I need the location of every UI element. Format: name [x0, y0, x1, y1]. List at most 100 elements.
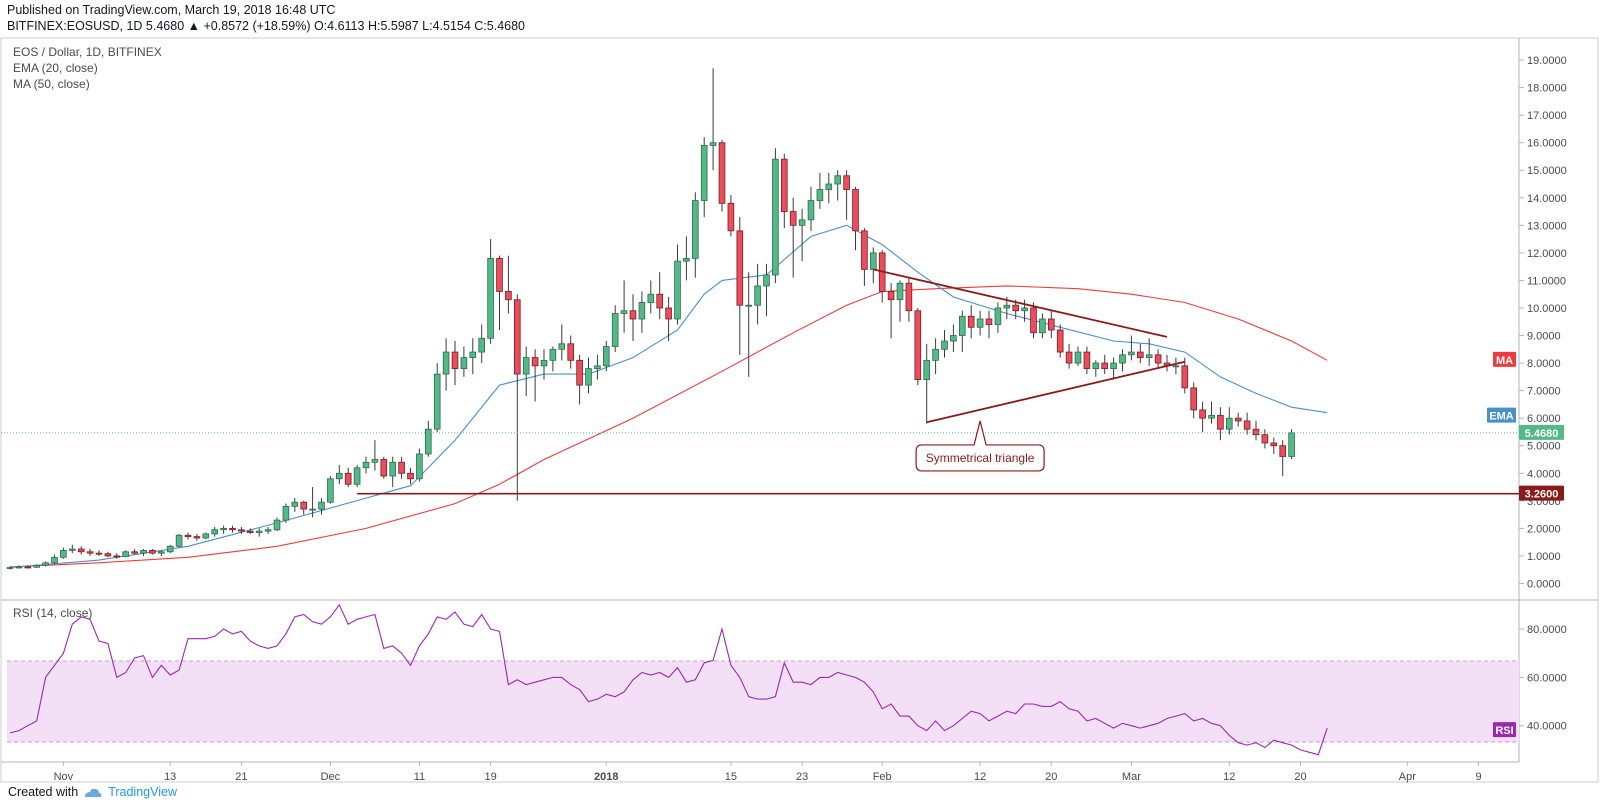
rsi-tag: RSI — [1495, 725, 1513, 737]
ma-tag: MA — [1496, 355, 1513, 367]
candle — [798, 208, 806, 262]
candle — [113, 553, 121, 559]
candle-body — [371, 459, 379, 463]
candle — [914, 307, 922, 386]
candle-body — [1048, 318, 1055, 331]
candle-body — [1181, 365, 1189, 389]
candle-body — [69, 548, 76, 551]
candle-body — [309, 508, 316, 511]
candle — [86, 549, 94, 556]
candle-body — [1065, 351, 1073, 364]
price-tick-label: 2.0000 — [1527, 523, 1561, 535]
candle-body — [976, 318, 984, 328]
candle-body — [754, 285, 761, 306]
price-tick-label: 5.0000 — [1527, 441, 1561, 453]
candle-body — [522, 357, 530, 375]
candle — [1128, 335, 1135, 361]
candle — [1092, 360, 1100, 377]
candle-body — [1190, 387, 1198, 411]
candle — [843, 170, 850, 220]
candle-body — [870, 252, 877, 270]
candle — [1279, 440, 1287, 477]
candle-body — [113, 555, 121, 558]
candle — [309, 487, 316, 518]
candle — [424, 420, 432, 457]
candle-body — [1003, 304, 1011, 309]
candle-body — [576, 359, 583, 386]
candle-body — [665, 307, 672, 320]
candle — [353, 465, 361, 488]
candle-body — [816, 189, 824, 201]
price-tick-label: 7.0000 — [1527, 386, 1561, 398]
candle — [611, 305, 619, 353]
rsi-tick-label: 60.0000 — [1527, 672, 1567, 684]
candle-body — [834, 175, 841, 185]
time-tick-label: 12 — [974, 771, 986, 783]
candle — [745, 272, 752, 377]
candle-body — [700, 145, 708, 201]
candle-body — [709, 142, 717, 146]
candle-body — [905, 282, 913, 312]
candle — [344, 467, 352, 488]
candle-body — [246, 530, 254, 533]
candle-body — [603, 346, 610, 367]
candle-body — [211, 529, 219, 535]
candle — [967, 305, 975, 339]
candle-body — [104, 553, 112, 557]
candle-body — [51, 556, 58, 564]
candle-body — [496, 257, 503, 292]
candle-body — [1234, 417, 1242, 422]
candle-body — [149, 550, 156, 554]
candle-body — [852, 189, 859, 232]
candle — [327, 476, 334, 504]
candle — [1145, 338, 1153, 366]
ma-50-line — [9, 285, 1328, 568]
candle-body — [344, 472, 352, 485]
candle — [1270, 437, 1278, 454]
candle-body — [24, 566, 32, 569]
candle — [683, 236, 690, 281]
candle — [505, 255, 512, 314]
candle — [647, 280, 655, 314]
candle — [6, 566, 14, 570]
candle — [638, 291, 646, 333]
footer-brand[interactable]: TradingView — [108, 785, 177, 799]
candle-body — [692, 200, 699, 259]
candle-body — [131, 551, 138, 554]
symbol-line: BITFINEX:EOSUSD, 1D 5.4680 ▲ +0.8572 (+1… — [7, 19, 526, 33]
candle-body — [442, 351, 450, 375]
candle — [959, 310, 966, 353]
candle-body — [1128, 351, 1135, 356]
candle — [514, 294, 521, 501]
candle — [603, 341, 610, 372]
candle — [95, 550, 103, 556]
candle-body — [238, 529, 245, 532]
candle-body — [1199, 409, 1206, 419]
candle — [754, 263, 761, 325]
candle — [896, 280, 904, 322]
rsi-tick-label: 80.0000 — [1527, 624, 1567, 636]
candle-body — [1056, 329, 1064, 353]
candle — [985, 310, 993, 339]
ema-tag: EMA — [1489, 411, 1514, 423]
candle-body — [300, 501, 307, 510]
candle-body — [789, 211, 797, 226]
candle-body — [202, 533, 210, 539]
candle — [1243, 412, 1251, 435]
candle — [1190, 382, 1198, 419]
candle — [1181, 357, 1189, 394]
candle — [718, 139, 726, 212]
candle — [923, 343, 930, 424]
candle — [1234, 412, 1242, 427]
candle — [140, 549, 147, 556]
candle — [585, 357, 592, 394]
candle-body — [389, 461, 396, 477]
candle — [932, 338, 939, 375]
price-tick-label: 11.0000 — [1527, 275, 1566, 287]
candle-body — [647, 293, 655, 303]
candle-body — [86, 551, 94, 554]
candle — [1048, 310, 1055, 339]
candle — [1208, 401, 1215, 424]
candle — [861, 228, 868, 286]
candle — [149, 549, 156, 555]
